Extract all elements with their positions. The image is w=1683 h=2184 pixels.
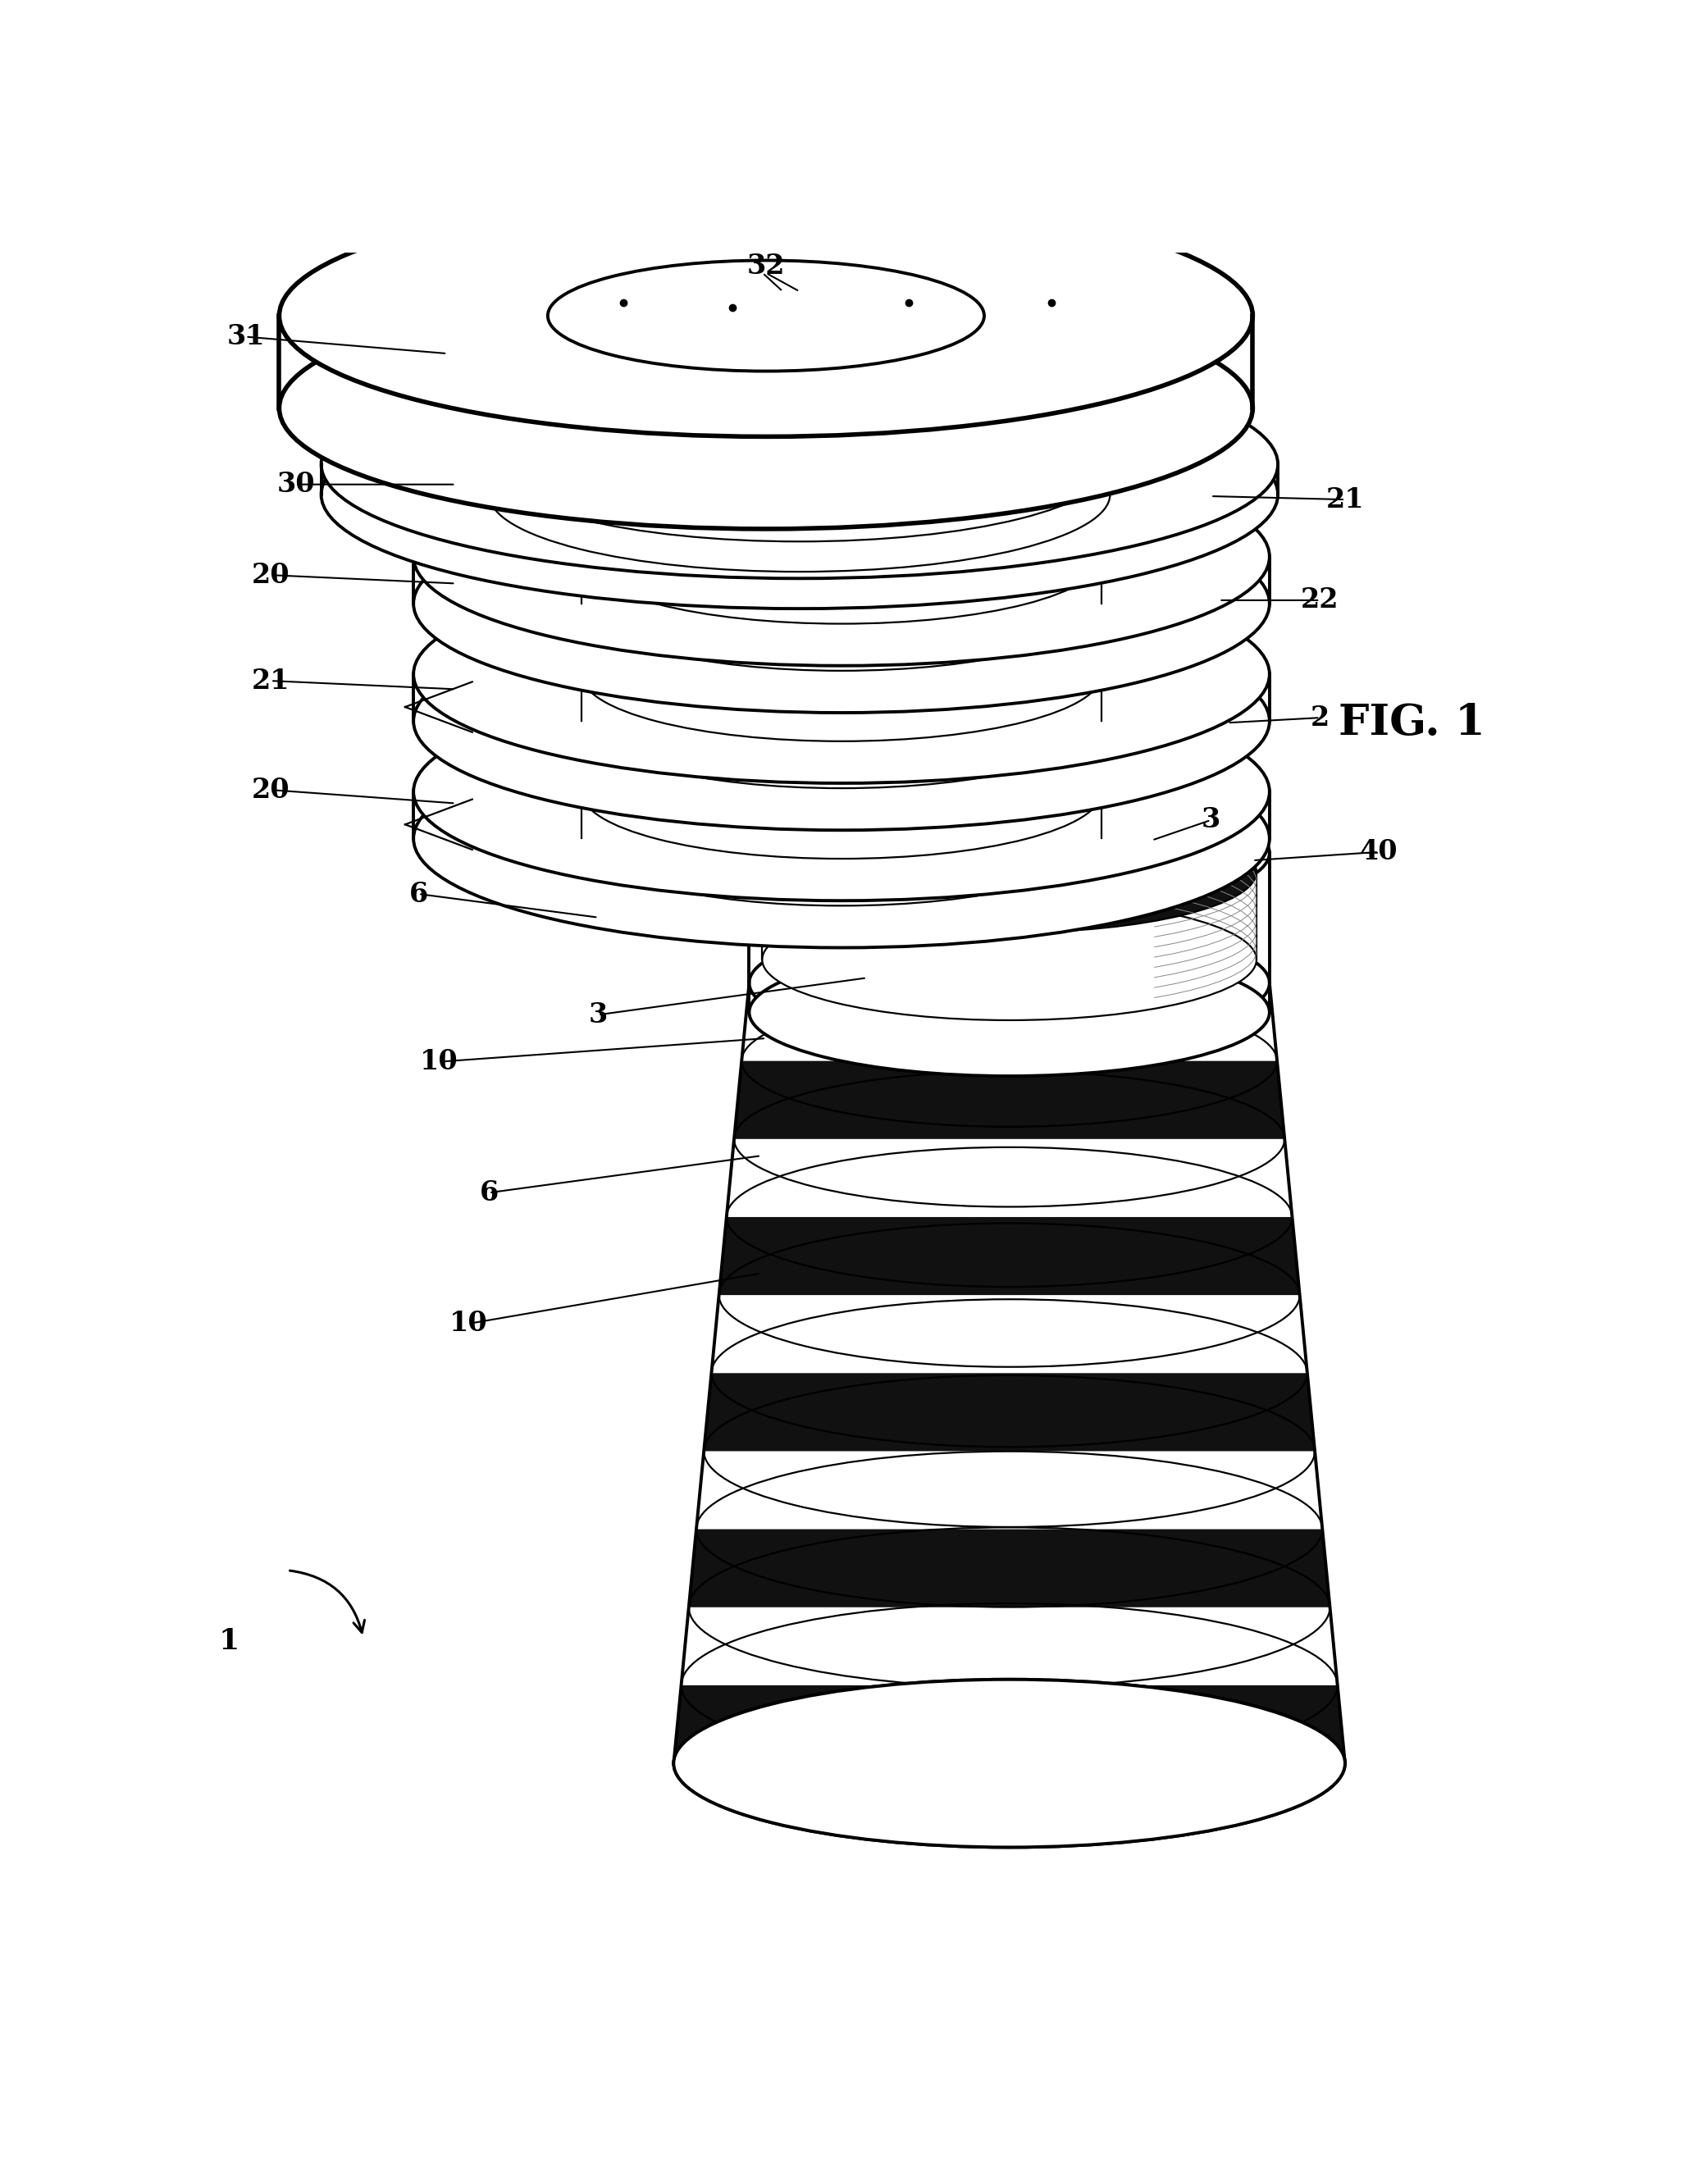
Text: 1: 1 bbox=[219, 1627, 239, 1655]
Text: 2: 2 bbox=[1311, 703, 1330, 732]
Ellipse shape bbox=[321, 349, 1277, 579]
Text: 20: 20 bbox=[252, 775, 289, 804]
Polygon shape bbox=[703, 1374, 1314, 1450]
Ellipse shape bbox=[490, 417, 1111, 572]
Ellipse shape bbox=[581, 537, 1102, 670]
Ellipse shape bbox=[581, 607, 1102, 740]
Text: 10: 10 bbox=[449, 1310, 488, 1337]
Ellipse shape bbox=[414, 681, 1269, 900]
Ellipse shape bbox=[321, 380, 1277, 609]
Text: 40: 40 bbox=[1360, 839, 1397, 865]
Text: 20: 20 bbox=[252, 561, 289, 590]
Text: 32: 32 bbox=[747, 253, 784, 280]
Text: FIG. 1: FIG. 1 bbox=[1340, 701, 1486, 745]
Polygon shape bbox=[719, 1216, 1299, 1295]
Ellipse shape bbox=[762, 810, 1257, 933]
Ellipse shape bbox=[547, 260, 985, 371]
Polygon shape bbox=[673, 1686, 1345, 1762]
Text: 10: 10 bbox=[419, 1048, 458, 1075]
Ellipse shape bbox=[279, 194, 1252, 437]
Text: 6: 6 bbox=[480, 1179, 498, 1206]
Polygon shape bbox=[673, 983, 1345, 1762]
Ellipse shape bbox=[414, 494, 1269, 712]
Polygon shape bbox=[688, 1529, 1330, 1607]
Ellipse shape bbox=[414, 612, 1269, 830]
Text: 6: 6 bbox=[409, 880, 427, 909]
Ellipse shape bbox=[581, 653, 1102, 788]
Ellipse shape bbox=[900, 821, 1119, 876]
Text: 21: 21 bbox=[252, 668, 289, 695]
Ellipse shape bbox=[581, 489, 1102, 625]
Ellipse shape bbox=[490, 387, 1111, 542]
Text: 30: 30 bbox=[278, 472, 315, 498]
Ellipse shape bbox=[673, 1679, 1345, 1848]
Ellipse shape bbox=[414, 566, 1269, 784]
Ellipse shape bbox=[842, 797, 1176, 882]
Ellipse shape bbox=[581, 725, 1102, 858]
Ellipse shape bbox=[749, 948, 1269, 1077]
Ellipse shape bbox=[581, 771, 1102, 906]
Ellipse shape bbox=[279, 288, 1252, 529]
Text: 22: 22 bbox=[1301, 587, 1340, 614]
Ellipse shape bbox=[749, 788, 1269, 917]
Polygon shape bbox=[734, 1061, 1284, 1140]
Ellipse shape bbox=[414, 729, 1269, 948]
Text: 21: 21 bbox=[1326, 487, 1365, 513]
Text: 3: 3 bbox=[589, 1000, 608, 1029]
FancyArrowPatch shape bbox=[289, 1570, 365, 1631]
Ellipse shape bbox=[762, 900, 1257, 1020]
Ellipse shape bbox=[414, 448, 1269, 666]
Text: 31: 31 bbox=[227, 323, 264, 349]
Text: 3: 3 bbox=[1202, 806, 1220, 834]
